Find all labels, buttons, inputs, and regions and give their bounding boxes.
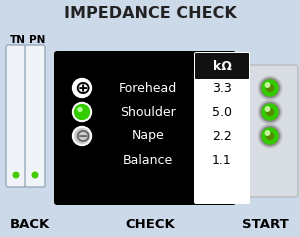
Text: 3.3: 3.3 <box>212 82 232 95</box>
Circle shape <box>266 109 274 115</box>
Text: IMPEDANCE CHECK: IMPEDANCE CHECK <box>64 5 236 20</box>
Circle shape <box>266 85 274 91</box>
FancyBboxPatch shape <box>25 45 45 187</box>
Circle shape <box>260 127 280 146</box>
FancyBboxPatch shape <box>6 45 26 187</box>
Circle shape <box>73 102 92 122</box>
Circle shape <box>73 78 92 97</box>
Text: ⊖: ⊖ <box>74 127 90 146</box>
Circle shape <box>265 107 270 111</box>
Text: TN: TN <box>10 35 26 45</box>
Circle shape <box>73 127 92 146</box>
Text: Forehead: Forehead <box>119 82 177 95</box>
Text: 2.2: 2.2 <box>212 129 232 142</box>
FancyBboxPatch shape <box>195 53 249 79</box>
Circle shape <box>78 108 82 111</box>
Circle shape <box>262 80 278 96</box>
Circle shape <box>262 128 278 144</box>
Circle shape <box>260 78 280 97</box>
Text: Nape: Nape <box>132 129 164 142</box>
Circle shape <box>262 104 278 120</box>
Circle shape <box>259 77 281 100</box>
Circle shape <box>259 100 281 123</box>
Circle shape <box>266 132 274 140</box>
Text: 1.1: 1.1 <box>212 154 232 167</box>
Text: 5.0: 5.0 <box>212 105 232 118</box>
Circle shape <box>32 172 38 178</box>
Text: kΩ: kΩ <box>213 59 231 73</box>
Text: BACK: BACK <box>10 218 50 231</box>
Circle shape <box>74 128 89 143</box>
Circle shape <box>13 172 19 178</box>
Circle shape <box>265 83 270 87</box>
Text: START: START <box>242 218 288 231</box>
Text: CHECK: CHECK <box>125 218 175 231</box>
Circle shape <box>259 124 281 147</box>
Circle shape <box>260 102 280 122</box>
Circle shape <box>265 131 270 135</box>
Text: PN: PN <box>29 35 45 45</box>
Text: Balance: Balance <box>123 154 173 167</box>
Text: Shoulder: Shoulder <box>120 105 176 118</box>
Circle shape <box>74 105 89 119</box>
FancyBboxPatch shape <box>248 65 298 197</box>
FancyBboxPatch shape <box>194 52 250 204</box>
FancyBboxPatch shape <box>54 51 236 205</box>
Text: ⊕: ⊕ <box>74 78 90 97</box>
